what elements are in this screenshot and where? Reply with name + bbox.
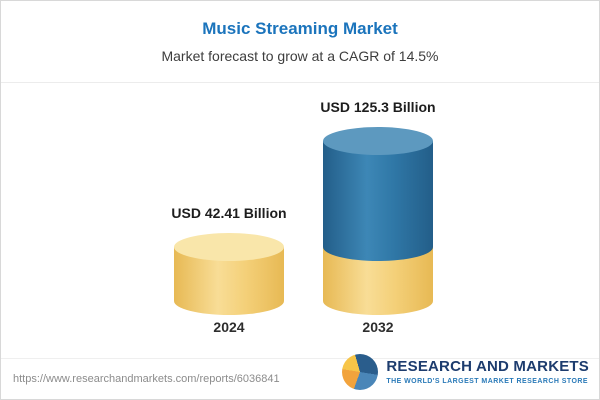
footer-divider bbox=[1, 358, 599, 359]
header-divider bbox=[1, 82, 599, 83]
category-label-2024: 2024 bbox=[213, 319, 245, 335]
brand-logo: RESEARCH AND MARKETS THE WORLD'S LARGEST… bbox=[342, 354, 589, 390]
value-label-2032: USD 125.3 Billion bbox=[320, 99, 436, 115]
chart-subtitle: Market forecast to grow at a CAGR of 14.… bbox=[161, 48, 439, 64]
report-url[interactable]: https://www.researchandmarkets.com/repor… bbox=[13, 373, 280, 385]
brand-text-block: RESEARCH AND MARKETS THE WORLD'S LARGEST… bbox=[386, 357, 589, 386]
brand-tagline: THE WORLD'S LARGEST MARKET RESEARCH STOR… bbox=[386, 378, 588, 386]
globe-icon bbox=[342, 354, 379, 390]
bar-2024-cylinder bbox=[174, 233, 284, 315]
category-label-2032: 2032 bbox=[362, 319, 394, 335]
brand-name: RESEARCH AND MARKETS bbox=[386, 357, 589, 375]
value-label-2024: USD 42.41 Billion bbox=[171, 205, 287, 221]
bar-2032-top-segment bbox=[323, 127, 433, 261]
page-title: Music Streaming Market bbox=[202, 19, 398, 38]
